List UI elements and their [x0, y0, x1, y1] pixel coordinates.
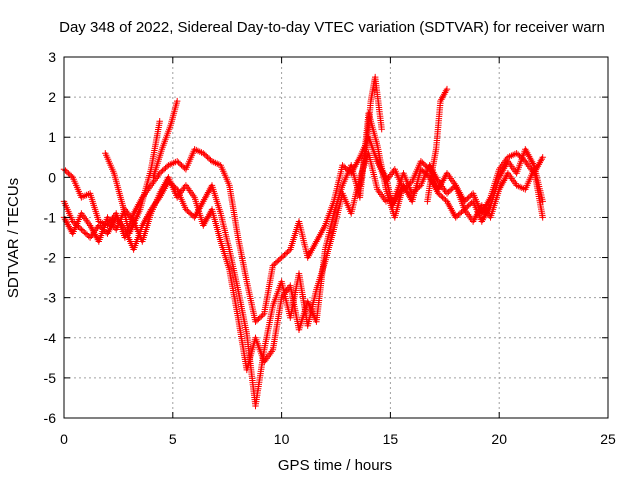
y-tick-label--2: -2 [44, 250, 57, 266]
series-0-track-3-markers [102, 118, 163, 237]
y-tick-label-2: 2 [48, 89, 56, 105]
y-tick-label-1: 1 [48, 129, 56, 145]
x-axis-title: GPS time / hours [278, 457, 392, 474]
series-0-track-7-markers [374, 158, 405, 209]
chart-title: Day 348 of 2022, Sidereal Day-to-day VTE… [59, 19, 605, 36]
y-tick-label--1: -1 [44, 209, 57, 225]
series-0-track-7 [374, 158, 405, 209]
tick-labels: 0 5 10 15 20 25 -6 -5 -4 -3 -2 -1 0 1 2 3 [44, 49, 616, 447]
x-tick-label-10: 10 [274, 431, 290, 447]
plot-frame [63, 56, 609, 419]
series-0-track-4 [150, 97, 181, 181]
x-tick-label-0: 0 [60, 431, 68, 447]
x-tick-label-25: 25 [600, 431, 616, 447]
y-tick-label--6: -6 [44, 410, 57, 426]
y-tick-label--3: -3 [44, 290, 57, 306]
series-0-track-5 [356, 73, 385, 189]
series-0-track-3 [102, 118, 163, 237]
x-tick-label-20: 20 [491, 431, 507, 447]
y-tick-label--5: -5 [44, 370, 57, 386]
series-0-track-6 [424, 85, 451, 205]
series-0-track-5-markers [356, 73, 385, 189]
x-tick-label-5: 5 [169, 431, 177, 447]
y-tick-label--4: -4 [44, 330, 57, 346]
y-tick-label-3: 3 [48, 49, 56, 65]
y-tick-label-0: 0 [48, 169, 56, 185]
ticks [63, 56, 609, 419]
series-0-track-6-markers [424, 85, 451, 205]
series-0-track-4-markers [150, 97, 181, 181]
y-axis-title: SDTVAR / TECUs [5, 178, 22, 298]
x-tick-label-15: 15 [383, 431, 399, 447]
